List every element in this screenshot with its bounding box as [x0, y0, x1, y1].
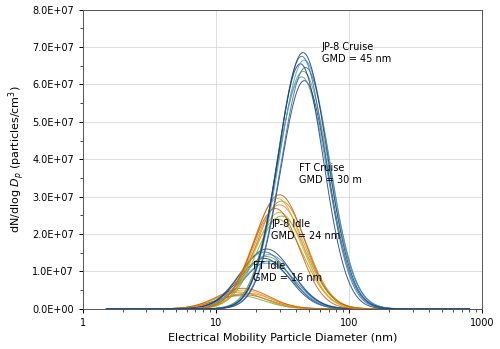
Text: FT Idle
GMD = 16 nm: FT Idle GMD = 16 nm	[253, 261, 322, 283]
Y-axis label: dN/dlog $D_p$ (particles/cm$^3$): dN/dlog $D_p$ (particles/cm$^3$)	[6, 86, 26, 233]
Text: JP-8 Cruise
GMD = 45 nm: JP-8 Cruise GMD = 45 nm	[322, 42, 391, 64]
X-axis label: Electrical Mobility Particle Diameter (nm): Electrical Mobility Particle Diameter (n…	[168, 333, 398, 343]
Text: FT Cruise
GMD = 30 m: FT Cruise GMD = 30 m	[299, 163, 362, 185]
Text: JP-8 Idle
GMD = 24 nm: JP-8 Idle GMD = 24 nm	[272, 219, 340, 241]
